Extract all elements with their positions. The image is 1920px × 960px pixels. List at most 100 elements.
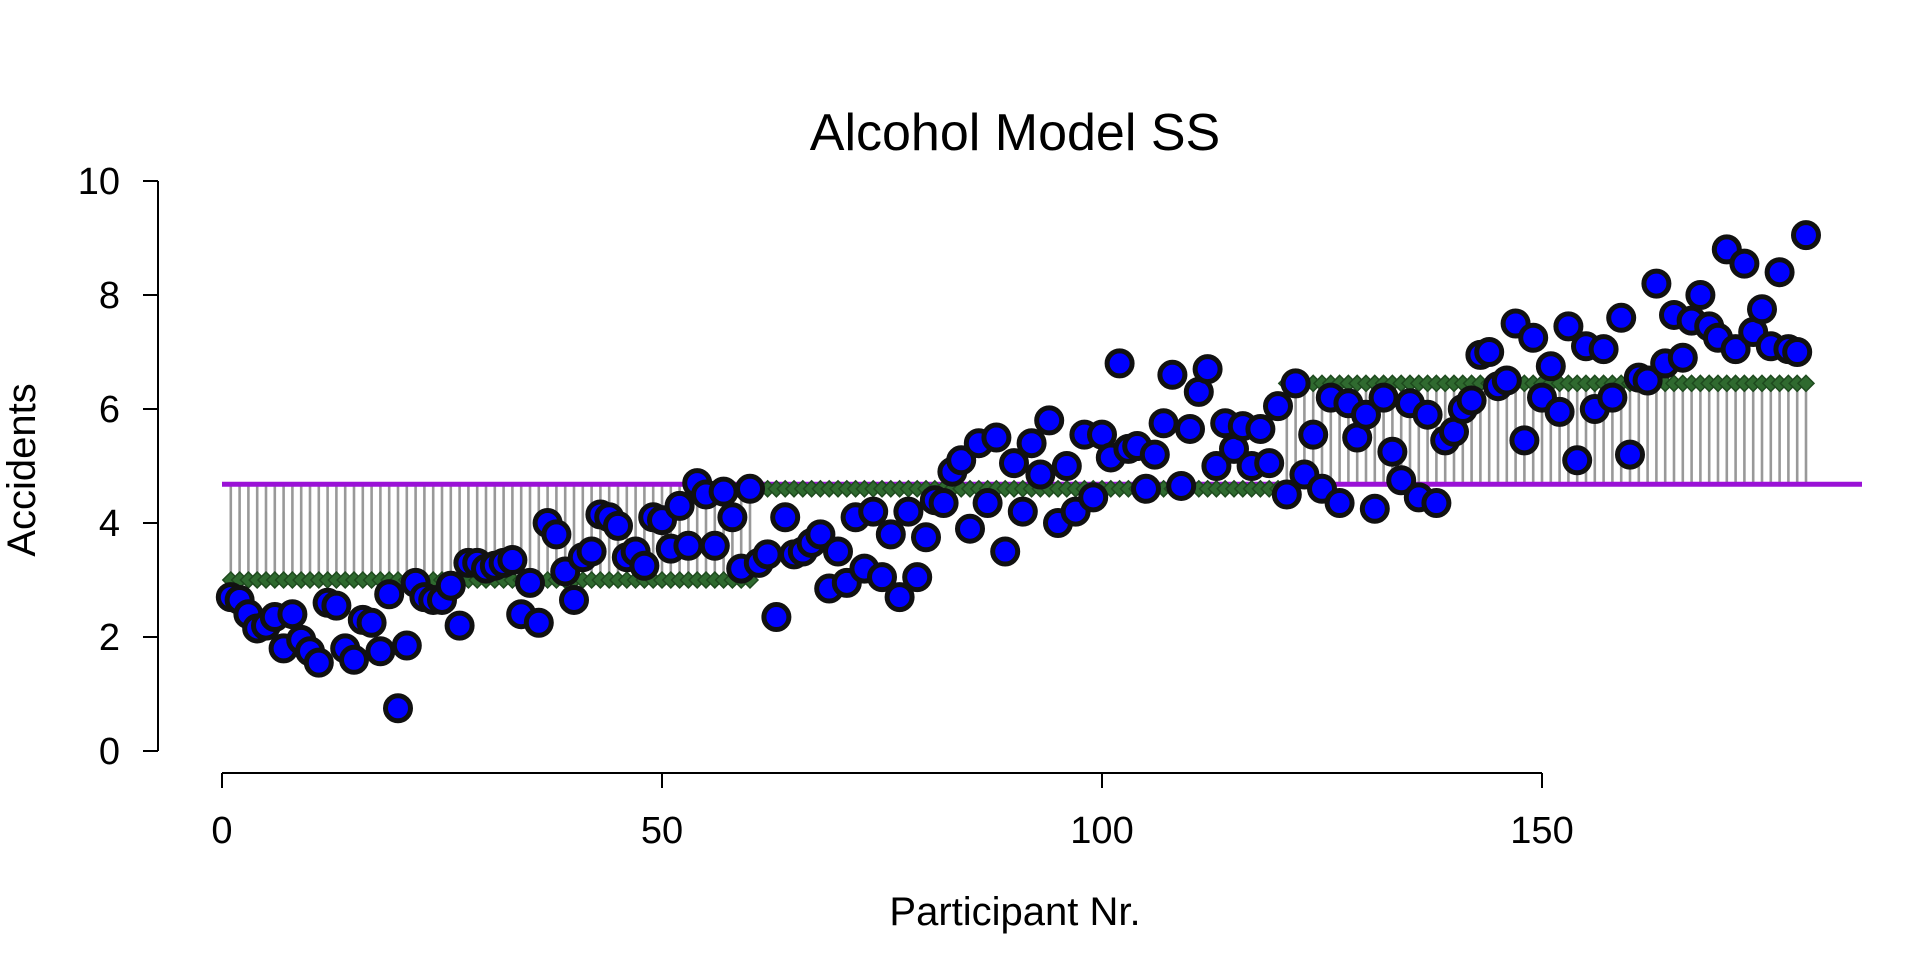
data-point	[1421, 488, 1452, 519]
data-point	[1518, 322, 1549, 353]
data-point	[858, 496, 889, 527]
data-point	[1606, 302, 1637, 333]
data-point	[1597, 382, 1628, 413]
data-point	[1139, 439, 1170, 470]
data-point	[1201, 451, 1232, 481]
data-point	[717, 502, 748, 533]
data-point	[761, 602, 792, 633]
data-point	[576, 536, 607, 567]
data-point	[559, 584, 589, 615]
data-point	[1474, 337, 1505, 367]
data-point	[1535, 351, 1566, 382]
data-point	[1588, 334, 1619, 365]
data-point	[1553, 311, 1584, 342]
data-point	[356, 607, 387, 638]
data-point	[867, 562, 897, 593]
data-points	[215, 220, 1821, 724]
data-point	[1685, 280, 1716, 310]
data-point	[1368, 382, 1399, 413]
x-tick-label: 50	[641, 810, 683, 852]
x-axis-label: Participant Nr.	[889, 890, 1140, 934]
data-point	[1386, 465, 1417, 496]
data-point	[1729, 248, 1760, 279]
data-point	[946, 445, 977, 476]
data-point	[1245, 413, 1276, 444]
data-point	[1491, 365, 1522, 396]
data-point	[1720, 334, 1751, 365]
data-point	[1280, 368, 1311, 399]
data-point	[928, 488, 959, 519]
data-point	[1509, 425, 1540, 456]
data-point	[981, 422, 1012, 453]
data-point	[875, 519, 906, 550]
data-point	[1016, 428, 1047, 459]
data-point	[1351, 399, 1381, 430]
y-tick-label: 8	[99, 275, 120, 317]
x-tick-label: 150	[1510, 810, 1573, 852]
data-point	[1456, 385, 1487, 416]
data-point	[523, 607, 554, 638]
data-point	[515, 567, 545, 598]
data-point	[1254, 448, 1285, 479]
data-point	[1544, 396, 1575, 427]
data-point	[1104, 348, 1135, 379]
data-point	[1157, 359, 1188, 390]
data-point	[1632, 365, 1663, 396]
data-point	[664, 490, 695, 521]
data-point	[1359, 493, 1390, 524]
data-point	[972, 488, 1003, 519]
data-point	[1747, 294, 1777, 325]
data-point	[1791, 220, 1821, 251]
y-tick-label: 0	[99, 731, 120, 773]
data-point	[911, 522, 941, 553]
data-point	[629, 550, 660, 581]
data-point	[444, 610, 475, 641]
y-axis-label: Accidents	[0, 383, 44, 556]
data-point	[303, 647, 334, 678]
data-point	[884, 582, 915, 613]
data-point	[1377, 436, 1408, 467]
data-point	[673, 530, 704, 561]
data-point	[1078, 482, 1109, 513]
data-point	[770, 502, 801, 533]
data-point	[823, 536, 853, 567]
data-point	[1271, 479, 1302, 510]
data-point	[1007, 496, 1038, 527]
data-point	[752, 539, 783, 570]
data-point	[383, 693, 413, 724]
data-point	[805, 519, 836, 550]
y-tick-label: 6	[99, 389, 120, 431]
data-point	[391, 630, 422, 661]
x-tick-label: 0	[211, 810, 232, 852]
data-point	[735, 473, 765, 504]
data-point	[708, 476, 739, 507]
data-point	[1764, 257, 1795, 288]
data-point	[1782, 337, 1813, 367]
y-tick-label: 10	[78, 161, 120, 203]
data-point	[999, 448, 1029, 479]
data-point	[955, 513, 985, 544]
data-point	[990, 536, 1021, 567]
data-point	[1192, 354, 1223, 385]
data-point	[699, 530, 730, 561]
data-point	[1051, 451, 1082, 481]
data-point	[497, 545, 528, 576]
data-point	[365, 636, 396, 667]
data-point	[435, 570, 466, 601]
data-point	[1667, 342, 1698, 373]
data-point	[902, 562, 933, 593]
chart-title: Alcohol Model SS	[810, 104, 1220, 162]
y-tick-label: 4	[99, 503, 120, 545]
data-point	[1131, 473, 1161, 504]
data-point	[374, 579, 405, 610]
data-point	[1615, 439, 1645, 470]
y-tick-label: 2	[99, 617, 120, 659]
data-point	[893, 496, 924, 527]
data-point	[1025, 459, 1056, 490]
data-point	[1641, 268, 1672, 299]
data-point	[1175, 413, 1205, 444]
data-point	[603, 510, 633, 541]
x-tick-label: 100	[1070, 810, 1133, 852]
data-point	[321, 590, 352, 621]
